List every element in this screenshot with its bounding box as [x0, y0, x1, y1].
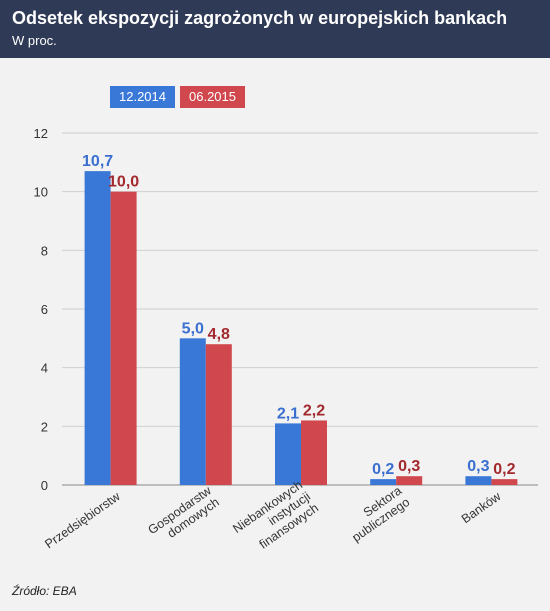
data-label: 5,0: [182, 320, 204, 337]
data-label: 2,1: [277, 405, 299, 422]
data-label: 0,2: [372, 461, 394, 478]
y-tick-label: 12: [34, 126, 48, 141]
chart-title: Odsetek ekspozycji zagrożonych w europej…: [12, 8, 508, 28]
bar-series-2: [205, 344, 232, 485]
bar-series-2: [301, 420, 327, 485]
data-label: 0,2: [493, 461, 515, 478]
y-tick-label: 0: [41, 478, 48, 493]
legend-series-2: 06.2015: [180, 86, 245, 108]
x-category-label: Banków: [459, 489, 504, 527]
y-tick-label: 6: [41, 302, 48, 317]
data-label: 2,2: [303, 402, 325, 419]
chart-subtitle: W proc.: [12, 33, 57, 48]
legend-series-1: 12.2014: [110, 86, 175, 108]
bar-series-2: [491, 479, 518, 485]
x-tick-label: Banków: [459, 489, 504, 527]
bar-series-1: [84, 171, 111, 485]
bar-series-1: [179, 338, 206, 485]
bar-series-1: [370, 479, 397, 485]
chart-header: Odsetek ekspozycji zagrożonych w europej…: [0, 0, 550, 58]
y-tick-label: 2: [41, 419, 48, 434]
bar-series-1: [275, 423, 301, 485]
data-label: 4,8: [208, 326, 230, 343]
bar-series-2: [396, 476, 423, 485]
y-tick-label: 10: [34, 185, 48, 200]
data-label: 10,7: [82, 153, 113, 170]
x-category-label: Przedsiębiorstw: [42, 489, 123, 552]
data-label: 10,0: [108, 174, 139, 191]
x-tick-label: Przedsiębiorstw: [42, 489, 123, 552]
source-note: Źródło: EBA: [12, 584, 77, 598]
data-label: 0,3: [398, 458, 420, 475]
bar-series-1: [465, 476, 492, 485]
data-label: 0,3: [467, 458, 489, 475]
bar-series-2: [110, 191, 137, 485]
y-tick-label: 4: [41, 361, 48, 376]
y-tick-label: 8: [41, 243, 48, 258]
